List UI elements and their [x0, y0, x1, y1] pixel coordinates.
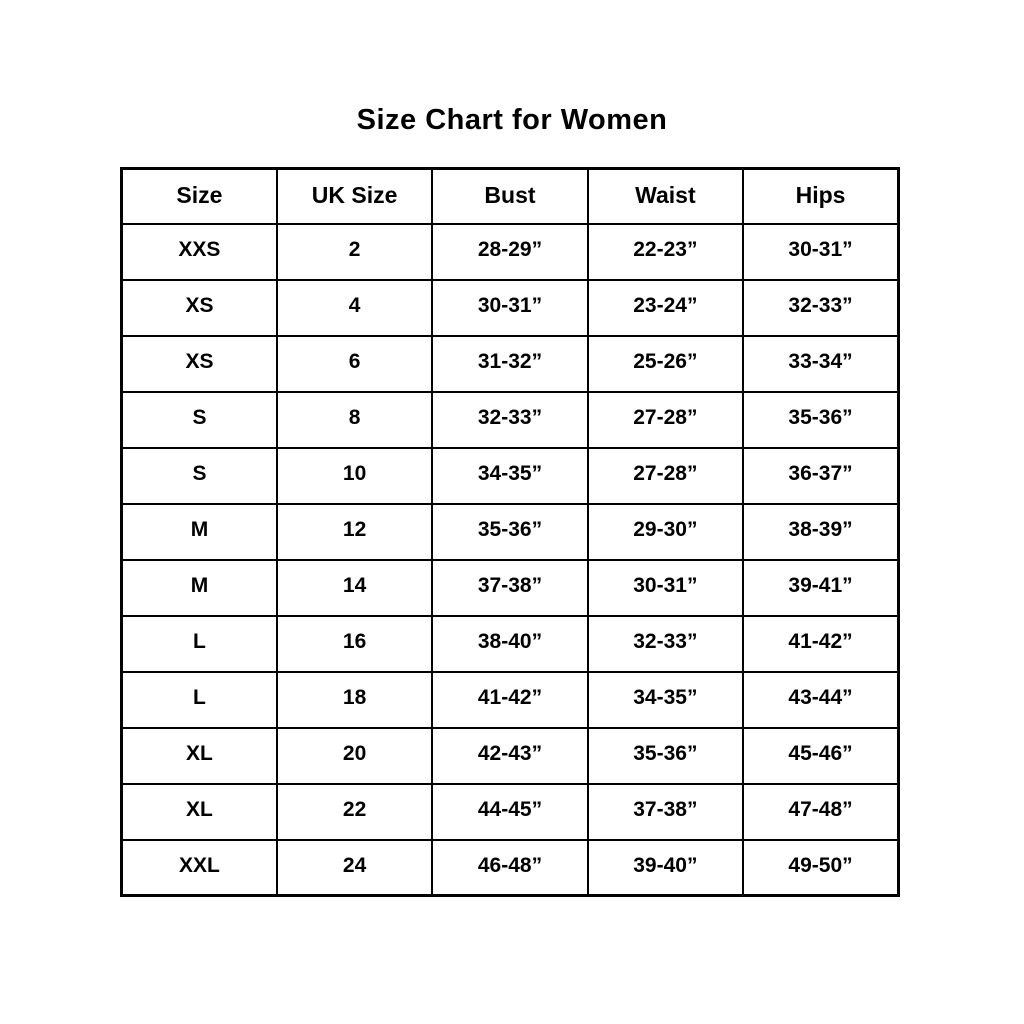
table-row: XS 4 30-31” 23-24” 32-33”: [120, 278, 900, 337]
table-cell: XXS: [120, 222, 278, 281]
table-cell: XS: [120, 278, 278, 337]
table-cell: XXL: [120, 838, 278, 897]
table-row: XL 22 44-45” 37-38” 47-48”: [120, 782, 900, 841]
table-cell: 12: [275, 502, 434, 561]
column-header: Bust: [431, 167, 589, 225]
column-header: UK Size: [275, 167, 434, 225]
table-cell: 37-38”: [431, 558, 589, 617]
table-cell: 38-39”: [742, 502, 900, 561]
header-row: Size UK Size Bust Waist Hips: [120, 167, 900, 225]
table-cell: 43-44”: [742, 670, 900, 729]
table-cell: 6: [275, 334, 434, 393]
table-cell: S: [120, 446, 278, 505]
table-cell: XL: [120, 726, 278, 785]
table-cell: 14: [275, 558, 434, 617]
table-cell: 34-35”: [431, 446, 589, 505]
table-cell: L: [120, 614, 278, 673]
table-row: M 12 35-36” 29-30” 38-39”: [120, 502, 900, 561]
table-cell: 27-28”: [586, 390, 745, 449]
table-cell: 49-50”: [742, 838, 900, 897]
table-cell: 30-31”: [431, 278, 589, 337]
table-cell: 22-23”: [586, 222, 745, 281]
table-cell: 31-32”: [431, 334, 589, 393]
table-row: XL 20 42-43” 35-36” 45-46”: [120, 726, 900, 785]
table-cell: XL: [120, 782, 278, 841]
table-cell: 47-48”: [742, 782, 900, 841]
table-cell: 22: [275, 782, 434, 841]
table-cell: 36-37”: [742, 446, 900, 505]
table-cell: M: [120, 502, 278, 561]
table-cell: 41-42”: [742, 614, 900, 673]
table-row: L 16 38-40” 32-33” 41-42”: [120, 614, 900, 673]
table-cell: 27-28”: [586, 446, 745, 505]
table-cell: 4: [275, 278, 434, 337]
table-cell: 29-30”: [586, 502, 745, 561]
table-cell: 37-38”: [586, 782, 745, 841]
table-cell: 46-48”: [431, 838, 589, 897]
size-table-header: Size UK Size Bust Waist Hips: [120, 167, 900, 225]
table-row: L 18 41-42” 34-35” 43-44”: [120, 670, 900, 729]
table-cell: 35-36”: [431, 502, 589, 561]
table-cell: 33-34”: [742, 334, 900, 393]
table-cell: 16: [275, 614, 434, 673]
table-cell: 32-33”: [586, 614, 745, 673]
table-cell: 24: [275, 838, 434, 897]
table-cell: 41-42”: [431, 670, 589, 729]
page-title: Size Chart for Women: [356, 104, 668, 136]
table-cell: 44-45”: [431, 782, 589, 841]
table-cell: 30-31”: [742, 222, 900, 281]
table-cell: 28-29”: [431, 222, 589, 281]
size-table-body: XXS 2 28-29” 22-23” 30-31” XS 4 30-31” 23-24” 32-…: [120, 222, 900, 897]
table-cell: 32-33”: [742, 278, 900, 337]
table-row: S 8 32-33” 27-28” 35-36”: [120, 390, 900, 449]
table-cell: 35-36”: [742, 390, 900, 449]
size-table: Size UK Size Bust Waist Hips XXS 2 28-29” 22-23…: [120, 167, 900, 897]
table-cell: XS: [120, 334, 278, 393]
table-cell: 10: [275, 446, 434, 505]
table-cell: 38-40”: [431, 614, 589, 673]
table-cell: 25-26”: [586, 334, 745, 393]
table-cell: 32-33”: [431, 390, 589, 449]
column-header: Waist: [586, 167, 745, 225]
table-cell: 39-41”: [742, 558, 900, 617]
table-cell: 35-36”: [586, 726, 745, 785]
table-row: XXL 24 46-48” 39-40” 49-50”: [120, 838, 900, 897]
table-cell: S: [120, 390, 278, 449]
table-cell: 18: [275, 670, 434, 729]
table-cell: 2: [275, 222, 434, 281]
table-row: M 14 37-38” 30-31” 39-41”: [120, 558, 900, 617]
table-cell: 45-46”: [742, 726, 900, 785]
table-row: XS 6 31-32” 25-26” 33-34”: [120, 334, 900, 393]
table-cell: 42-43”: [431, 726, 589, 785]
table-row: S 10 34-35” 27-28” 36-37”: [120, 446, 900, 505]
table-cell: 30-31”: [586, 558, 745, 617]
table-cell: 39-40”: [586, 838, 745, 897]
table-cell: M: [120, 558, 278, 617]
column-header: Hips: [742, 167, 900, 225]
table-cell: 34-35”: [586, 670, 745, 729]
table-cell: 20: [275, 726, 434, 785]
column-header: Size: [120, 167, 278, 225]
table-cell: L: [120, 670, 278, 729]
table-cell: 23-24”: [586, 278, 745, 337]
table-cell: 8: [275, 390, 434, 449]
table-row: XXS 2 28-29” 22-23” 30-31”: [120, 222, 900, 281]
